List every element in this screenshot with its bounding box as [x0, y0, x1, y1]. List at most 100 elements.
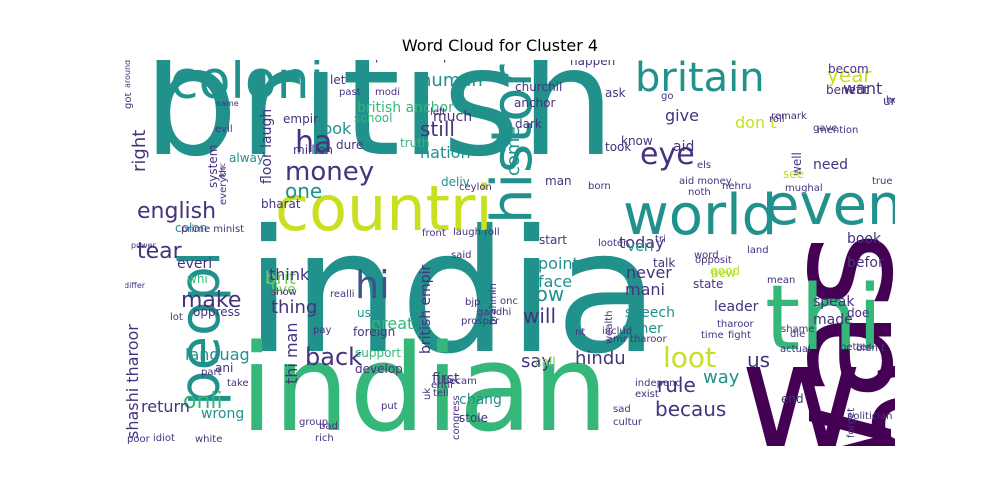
cloud-word-still: still: [420, 117, 455, 141]
cloud-word-white: white: [195, 434, 223, 445]
cloud-word-fight: fight: [728, 330, 751, 341]
cloud-word-way: way: [703, 367, 740, 388]
cloud-word-talk: talk: [653, 256, 676, 270]
cloud-word-becaus: becaus: [655, 397, 727, 421]
cloud-word-said: said: [451, 250, 472, 261]
cloud-word-opposit: opposit: [695, 255, 732, 266]
cloud-word-school: school: [354, 111, 393, 125]
cloud-word-languag: languag: [185, 345, 250, 364]
cloud-word-come: come: [503, 126, 524, 176]
cloud-word-go: go: [661, 91, 674, 102]
cloud-word-deliv: deliv: [441, 175, 470, 189]
cloud-word-now: now: [523, 282, 565, 306]
cloud-word-loot: loot: [663, 341, 717, 374]
cloud-word-start: start: [539, 233, 567, 247]
cloud-word-bad: bad: [319, 421, 338, 432]
cloud-word-english: english: [137, 199, 217, 224]
cloud-word-take: take: [227, 378, 249, 389]
cloud-word-today: today: [619, 233, 665, 252]
cloud-word-leader: leader: [714, 299, 759, 315]
cloud-word-aid-money: aid money: [679, 176, 732, 187]
cloud-word-much: much: [433, 109, 473, 125]
cloud-word-hindu: hindu: [575, 348, 626, 369]
cloud-word-forc: forc: [218, 163, 227, 179]
cloud-word-shashi-tharoor: shashi tharoor: [125, 324, 142, 439]
cloud-word-truth: truth: [400, 136, 430, 150]
cloud-word-back: back: [305, 343, 363, 371]
cloud-word-british-anchor: british anchor: [357, 100, 454, 116]
cloud-word-call: call: [535, 355, 556, 369]
cloud-word-million: million: [293, 143, 333, 157]
cloud-word-eye: eye: [640, 137, 695, 172]
cloud-word-ceylon: ceylon: [459, 182, 492, 193]
cloud-word-first: first: [432, 371, 460, 387]
cloud-word-speak: speak: [813, 294, 855, 310]
cloud-word-front: front: [422, 228, 446, 239]
cloud-word-becom: becom: [828, 62, 869, 76]
cloud-word-realli: realli: [330, 289, 355, 300]
cloud-word-shame: shame: [781, 324, 815, 335]
cloud-word-includ: includ: [602, 326, 633, 337]
cloud-word-say: say: [521, 351, 553, 372]
cloud-word-wa: wa: [740, 311, 895, 446]
cloud-word-happen: happen: [570, 60, 616, 68]
cloud-word-indian: indian: [240, 320, 609, 447]
cloud-word-independ: independ: [635, 378, 682, 389]
cloud-word-us: us: [747, 348, 771, 372]
cloud-word-laugh-roll: laugh roll: [453, 227, 500, 238]
cloud-word-modi: modi: [375, 87, 400, 98]
cloud-word-bjp: bjp: [465, 297, 481, 308]
cloud-word-oppress: oppress: [193, 305, 241, 319]
cloud-word-poor: poor: [127, 434, 150, 445]
cloud-word-gener: gener: [622, 321, 663, 337]
cloud-word-veri: veri: [627, 239, 654, 255]
cloud-word-alway: alway: [229, 151, 264, 165]
cloud-word-past: past: [339, 87, 361, 98]
cloud-word-face: face: [538, 272, 573, 291]
cloud-word-actual: actual: [780, 344, 811, 355]
cloud-word-tear: tear: [137, 239, 182, 264]
cloud-word-money: money: [285, 157, 375, 187]
cloud-word-let: let: [330, 73, 346, 87]
cloud-word-becam: becam: [443, 376, 477, 387]
cloud-word-tell: tell: [433, 388, 449, 399]
cloud-word-make: make: [181, 288, 242, 313]
cloud-word-politician: politician: [847, 411, 893, 422]
cloud-word-group: group: [299, 417, 329, 428]
cloud-word-made: made: [813, 312, 853, 328]
cloud-word-thi-video: thi video: [180, 60, 232, 62]
cloud-word-power: power: [131, 241, 156, 250]
cloud-word-pay: pay: [313, 325, 332, 336]
cloud-word-ani: ani: [215, 361, 234, 375]
cloud-word-land: land: [747, 245, 769, 256]
cloud-word-brit: brit: [265, 268, 296, 289]
cloud-word-aid: aid: [673, 139, 695, 155]
cloud-word-right: right: [129, 130, 150, 173]
cloud-word-don-t: don t: [735, 113, 777, 132]
cloud-word-good: good: [710, 264, 740, 278]
cloud-word-state: state: [693, 277, 724, 291]
cloud-word-dure: dure: [336, 138, 364, 152]
cloud-word-mughal: mughal: [785, 183, 823, 194]
cloud-word-understand: understand: [883, 94, 895, 108]
cloud-word-nehru: nehru: [722, 181, 752, 192]
cloud-word-uk: uk: [422, 388, 433, 401]
cloud-word-prosper: prosper: [461, 316, 500, 327]
cloud-word-got: got: [125, 93, 134, 110]
cloud-word-looter: looter: [598, 238, 628, 249]
cloud-word-thing: thing: [271, 297, 318, 318]
cloud-word-tharoor: tharoor: [717, 319, 754, 330]
cloud-word-didn-t: didn t: [856, 343, 885, 354]
cloud-word-british-empir: british empir: [418, 265, 434, 355]
cloud-word-rule: rule: [657, 373, 696, 397]
cloud-word-die: die: [790, 329, 806, 340]
cloud-word-british: british: [143, 60, 616, 190]
cloud-word-put: put: [381, 401, 398, 412]
cloud-word-benefit: benefit: [826, 83, 869, 97]
cloud-word-person: person: [443, 60, 484, 62]
cloud-word-live: live: [271, 282, 296, 298]
cloud-word-see: see: [783, 167, 805, 181]
cloud-word-year: year: [827, 63, 872, 87]
cloud-word-book: book: [847, 231, 882, 247]
cloud-word-noth: noth: [688, 187, 711, 198]
